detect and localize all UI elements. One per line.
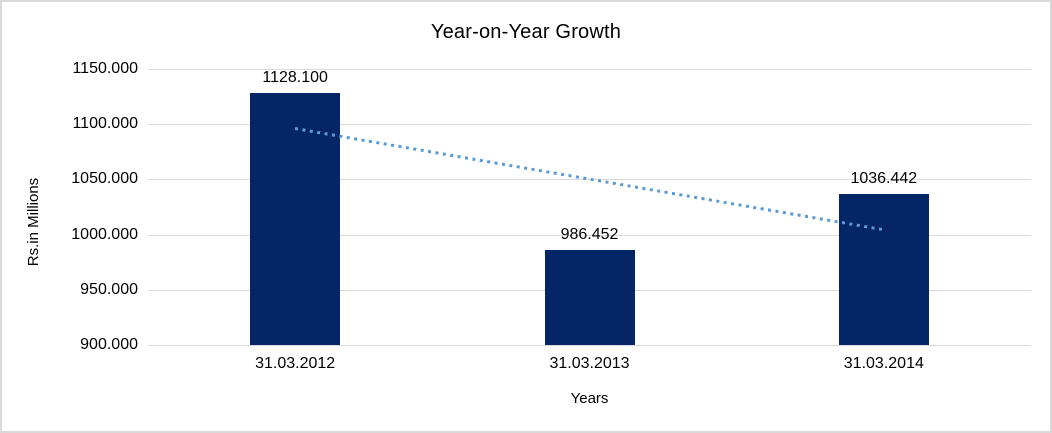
bar-31.03.2014 (838, 194, 929, 345)
x-tick-label: 31.03.2013 (549, 355, 630, 372)
gridline (148, 345, 1031, 346)
data-label: 986.452 (560, 225, 619, 243)
chart-title: Year-on-Year Growth (430, 21, 622, 43)
gridline (148, 124, 1031, 125)
bar-31.03.2012 (250, 93, 341, 345)
data-label: 1036.442 (850, 170, 918, 188)
y-tick-label: 1000.000 (71, 226, 138, 243)
x-axis-title: Years (570, 390, 609, 407)
y-tick-label: 1050.000 (71, 170, 138, 187)
y-tick-label: 950.000 (80, 281, 138, 298)
x-tick-label: 31.03.2012 (255, 355, 336, 372)
y-axis-title: Rs.in Millions (25, 177, 42, 267)
y-tick-label: 900.000 (80, 336, 138, 353)
x-tick-label: 31.03.2014 (843, 355, 924, 372)
gridline (148, 235, 1031, 236)
gridline (148, 69, 1031, 70)
plot-area: 1150.000 1100.000 1050.000 1000.000 950.000 9… (71, 60, 1031, 372)
y-tick-label: 1150.000 (72, 60, 138, 77)
data-label: 1128.100 (262, 69, 328, 87)
bar-31.03.2013 (544, 249, 635, 345)
y-tick-label: 1100.000 (72, 115, 138, 132)
